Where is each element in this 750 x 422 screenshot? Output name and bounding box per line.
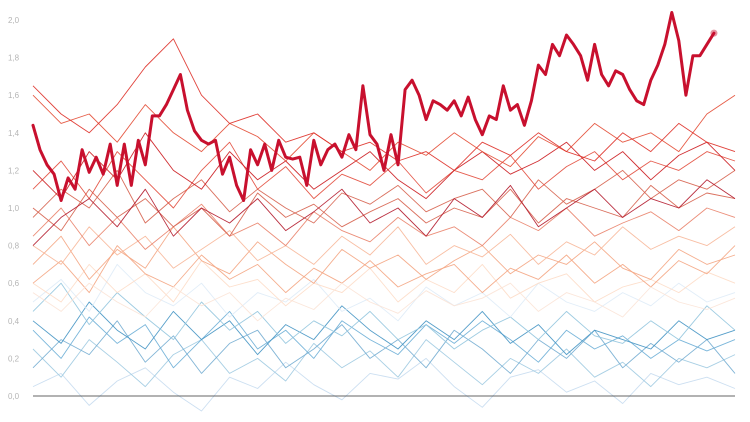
highlight-series-group: [31, 11, 718, 202]
background-series-line: [32, 203, 736, 250]
y-tick-label: 0,2: [8, 354, 20, 363]
y-tick-label: 0,8: [8, 242, 20, 251]
background-series-line: [32, 282, 736, 350]
background-series-line: [32, 263, 736, 322]
background-series-line: [32, 38, 736, 171]
background-series-line: [32, 226, 736, 284]
y-axis: 0,0 0,2 0,4 0,6 0,8 1,0 1,2 1,4 1,6 1,8 2,0: [8, 16, 20, 401]
y-tick-label: 1,8: [8, 54, 20, 63]
y-tick-label: 0,6: [8, 279, 20, 288]
background-series-line: [32, 260, 736, 307]
background-series-line: [32, 339, 736, 388]
background-series-line: [32, 357, 736, 412]
background-series-group: [32, 38, 736, 412]
y-tick-label: 0,0: [8, 392, 20, 401]
y-tick-label: 1,4: [8, 129, 20, 138]
background-series-line: [32, 282, 736, 322]
background-series-line: [32, 141, 736, 209]
background-series-line: [32, 245, 736, 294]
y-tick-label: 2,0: [8, 16, 20, 25]
y-tick-label: 1,2: [8, 166, 20, 175]
highlight-series-line: [31, 11, 716, 202]
background-series-line: [32, 320, 736, 374]
y-tick-label: 1,0: [8, 204, 20, 213]
y-tick-label: 1,6: [8, 91, 20, 100]
background-series-line: [32, 301, 736, 356]
background-series-line: [32, 184, 736, 237]
background-series-line: [32, 169, 736, 224]
y-tick-label: 0,4: [8, 317, 20, 326]
background-series-line: [32, 226, 736, 269]
background-series-line: [32, 94, 736, 171]
highlight-endpoint-dot: [710, 29, 718, 37]
background-series-line: [32, 179, 736, 246]
